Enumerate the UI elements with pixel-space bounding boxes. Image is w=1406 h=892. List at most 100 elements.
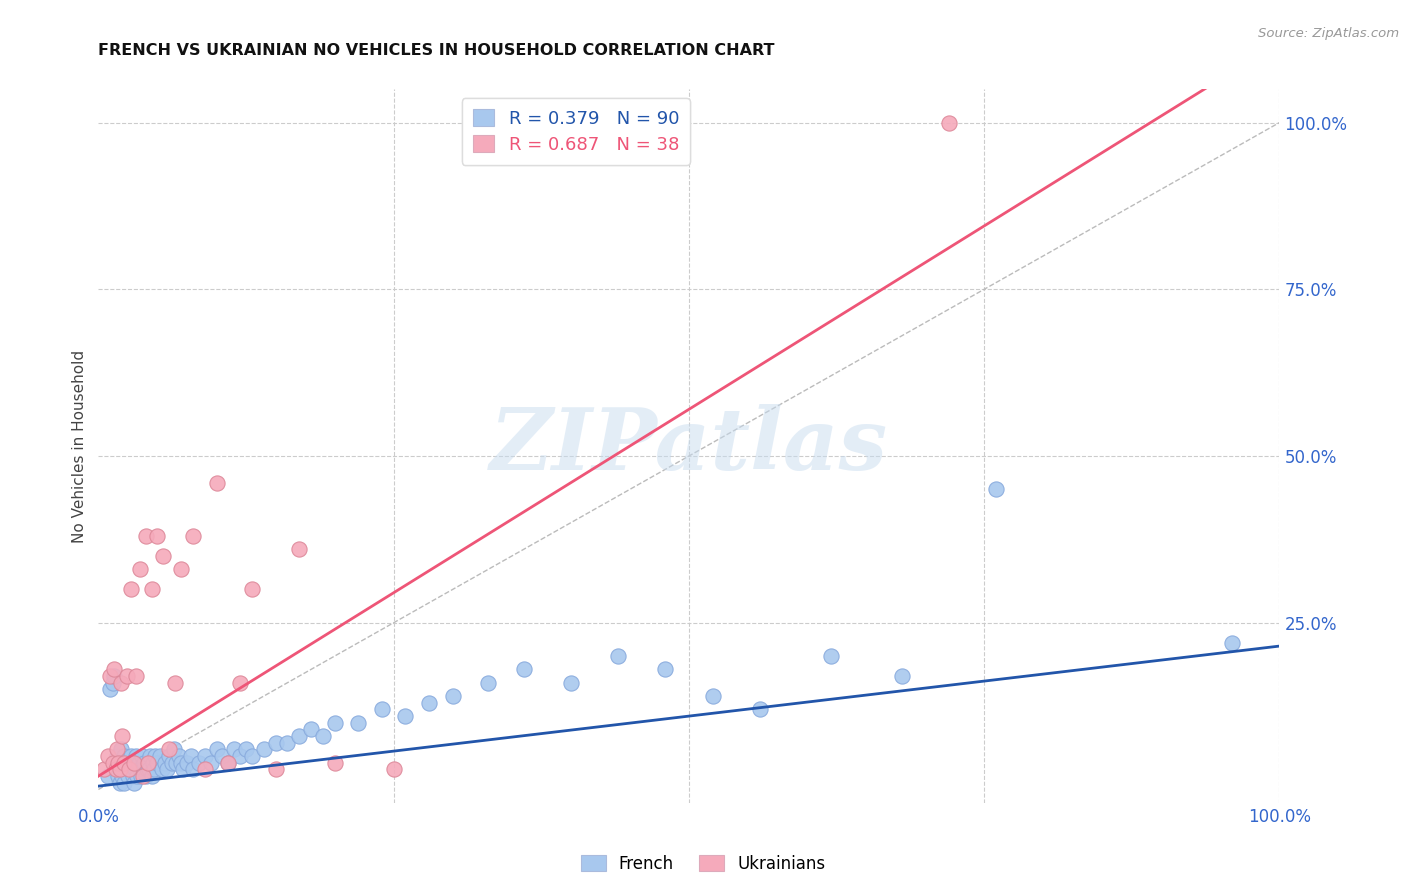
Point: [132, 769, 155, 783]
Point: [288, 729, 311, 743]
Point: [122, 756, 145, 770]
Point: [156, 763, 179, 777]
Point: [240, 749, 263, 764]
Point: [111, 756, 134, 770]
Point: [127, 769, 149, 783]
Point: [441, 689, 464, 703]
Point: [146, 529, 169, 543]
Point: [136, 756, 159, 770]
Point: [312, 729, 335, 743]
Point: [110, 742, 132, 756]
Point: [125, 669, 148, 683]
Point: [128, 562, 150, 576]
Point: [146, 756, 169, 770]
Point: [152, 549, 174, 563]
Point: [101, 756, 124, 770]
Point: [153, 756, 176, 770]
Point: [170, 562, 193, 576]
Point: [103, 669, 125, 683]
Point: [276, 736, 298, 750]
Point: [141, 582, 163, 597]
Point: [165, 675, 187, 690]
Point: [121, 749, 143, 764]
Point: [229, 675, 252, 690]
Point: [938, 115, 960, 129]
Point: [264, 736, 287, 750]
Point: [172, 763, 194, 777]
Text: Source: ZipAtlas.com: Source: ZipAtlas.com: [1258, 27, 1399, 40]
Point: [560, 675, 582, 690]
Point: [112, 776, 135, 790]
Point: [97, 749, 120, 764]
Point: [176, 756, 198, 770]
Point: [180, 749, 202, 764]
Point: [607, 649, 630, 664]
Point: [107, 756, 129, 770]
Point: [122, 776, 145, 790]
Text: FRENCH VS UKRAINIAN NO VEHICLES IN HOUSEHOLD CORRELATION CHART: FRENCH VS UKRAINIAN NO VEHICLES IN HOUSE…: [98, 43, 775, 58]
Point: [112, 763, 135, 777]
Point: [205, 742, 228, 756]
Point: [110, 675, 132, 690]
Point: [205, 475, 228, 490]
Point: [121, 582, 143, 597]
Point: [112, 756, 135, 770]
Point: [138, 763, 160, 777]
Point: [253, 742, 276, 756]
Point: [702, 689, 724, 703]
Point: [112, 749, 135, 764]
Point: [105, 763, 128, 777]
Point: [512, 662, 534, 676]
Point: [235, 742, 257, 756]
Point: [122, 756, 145, 770]
Text: ZIPatlas: ZIPatlas: [489, 404, 889, 488]
Point: [654, 662, 676, 676]
Point: [187, 756, 209, 770]
Y-axis label: No Vehicles in Household: No Vehicles in Household: [72, 350, 87, 542]
Legend: French, Ukrainians: French, Ukrainians: [574, 848, 832, 880]
Point: [142, 763, 165, 777]
Point: [108, 763, 131, 777]
Point: [120, 763, 142, 777]
Point: [108, 763, 131, 777]
Point: [157, 749, 180, 764]
Point: [143, 749, 166, 764]
Legend: R = 0.379   N = 90, R = 0.687   N = 38: R = 0.379 N = 90, R = 0.687 N = 38: [461, 98, 690, 165]
Point: [299, 723, 322, 737]
Point: [134, 756, 156, 770]
Point: [1220, 636, 1243, 650]
Point: [98, 669, 121, 683]
Point: [128, 763, 150, 777]
Point: [217, 756, 239, 770]
Point: [101, 675, 124, 690]
Point: [371, 702, 394, 716]
Point: [820, 649, 842, 664]
Point: [165, 756, 187, 770]
Point: [107, 769, 129, 783]
Point: [477, 675, 499, 690]
Point: [131, 749, 153, 764]
Point: [984, 483, 1007, 497]
Point: [103, 662, 125, 676]
Point: [105, 756, 128, 770]
Point: [93, 763, 115, 777]
Point: [323, 715, 346, 730]
Point: [160, 756, 183, 770]
Point: [97, 769, 120, 783]
Point: [264, 763, 287, 777]
Point: [115, 669, 138, 683]
Point: [323, 756, 346, 770]
Point: [217, 756, 239, 770]
Point: [105, 742, 128, 756]
Point: [111, 769, 134, 783]
Point: [124, 763, 146, 777]
Point: [141, 769, 163, 783]
Point: [135, 763, 157, 777]
Point: [125, 749, 148, 764]
Point: [229, 749, 252, 764]
Point: [117, 769, 139, 783]
Point: [121, 769, 143, 783]
Point: [394, 709, 416, 723]
Point: [136, 756, 159, 770]
Point: [224, 742, 246, 756]
